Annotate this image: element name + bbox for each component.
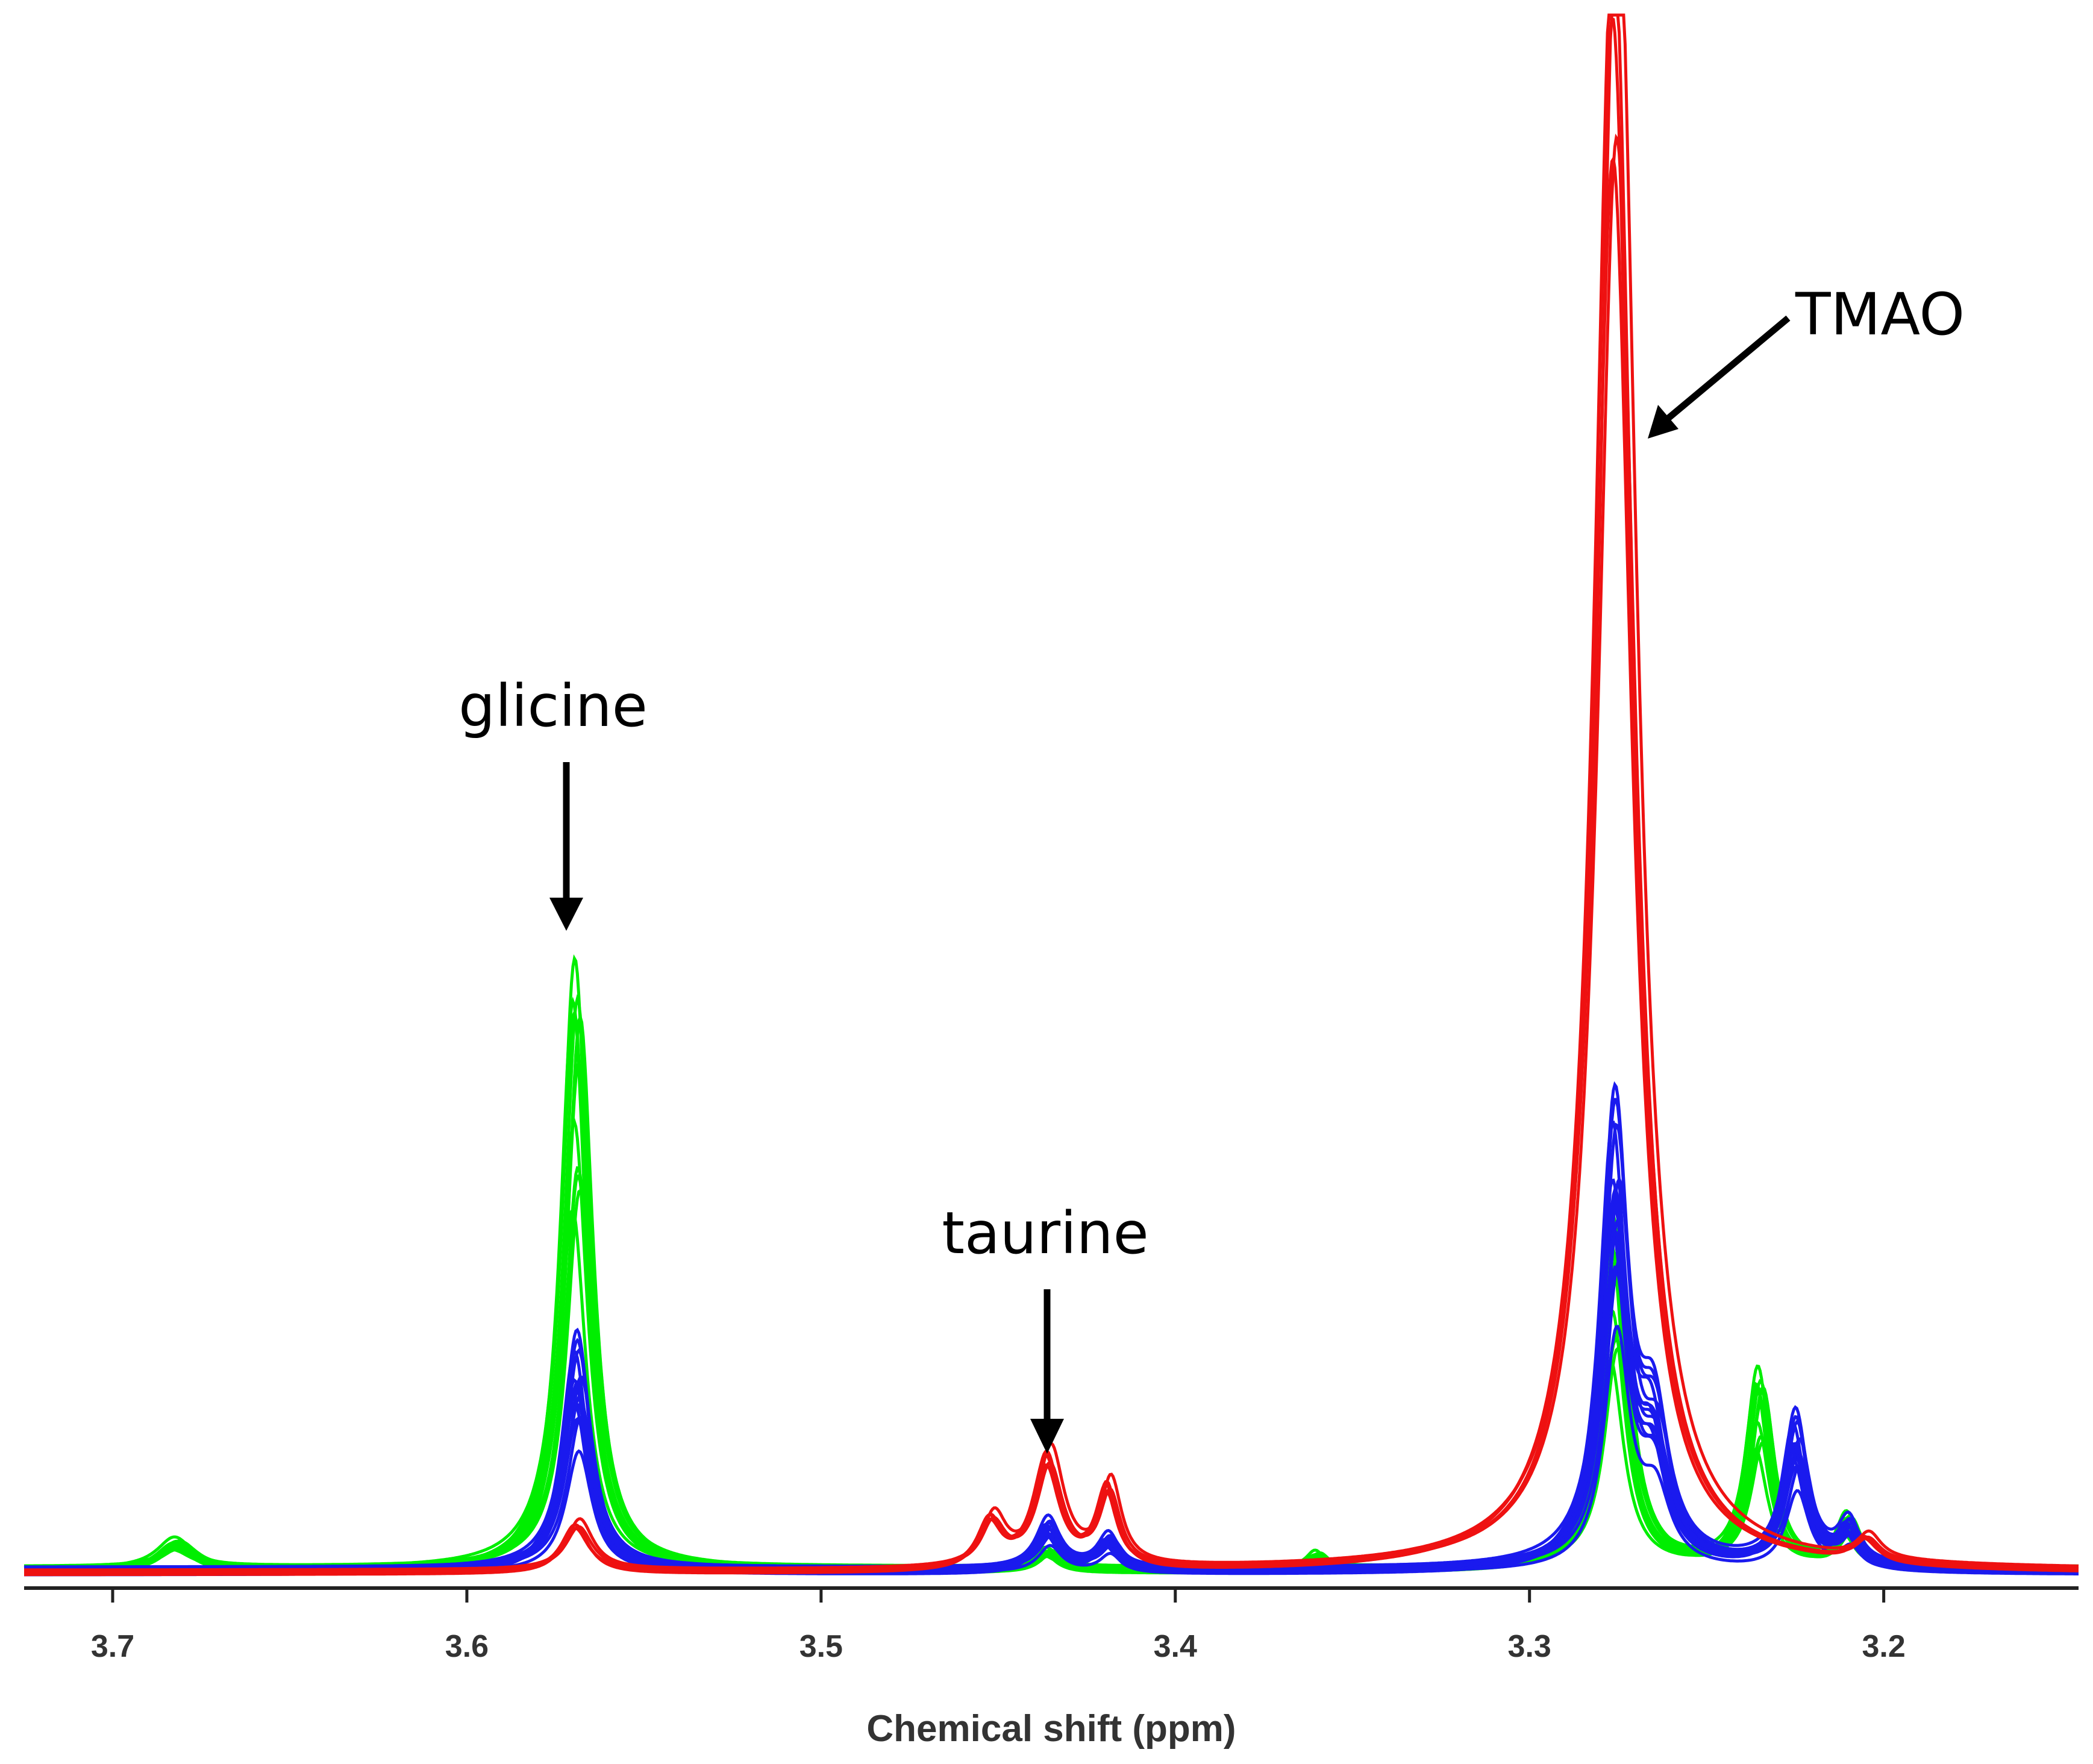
spectrum-red-4 <box>24 154 2079 1573</box>
annotation-taurine-arrow <box>1030 1289 1064 1454</box>
annotation-tmao-arrow <box>1648 315 1791 439</box>
spectrum-red-3 <box>24 13 2079 1577</box>
x-tick-label-3.4: 3.4 <box>1154 1629 1197 1664</box>
spectrum-red-5 <box>24 16 2079 1574</box>
x-axis-title: Chemical shift (ppm) <box>866 1708 1236 1750</box>
spectrum-red-1 <box>24 133 2079 1572</box>
x-tick-label-3.2: 3.2 <box>1862 1629 1905 1664</box>
x-tick-label-3.7: 3.7 <box>91 1629 134 1664</box>
x-tick-label-3.6: 3.6 <box>445 1629 489 1664</box>
spectra-group <box>23 13 2079 1577</box>
annotation-taurine-label: taurine <box>942 1199 1148 1267</box>
annotation-glicine-label: glicine <box>458 672 648 740</box>
x-tick-label-3.5: 3.5 <box>799 1629 843 1664</box>
annotation-tmao-label: TMAO <box>1795 281 1965 348</box>
annotation-glicine-arrow <box>549 762 583 931</box>
x-tick-label-3.3: 3.3 <box>1508 1629 1551 1664</box>
x-axis-ticks: 3.7 3.6 3.5 3.4 3.3 3.2 <box>91 1588 1906 1664</box>
spectrum-red-2 <box>24 13 2079 1572</box>
